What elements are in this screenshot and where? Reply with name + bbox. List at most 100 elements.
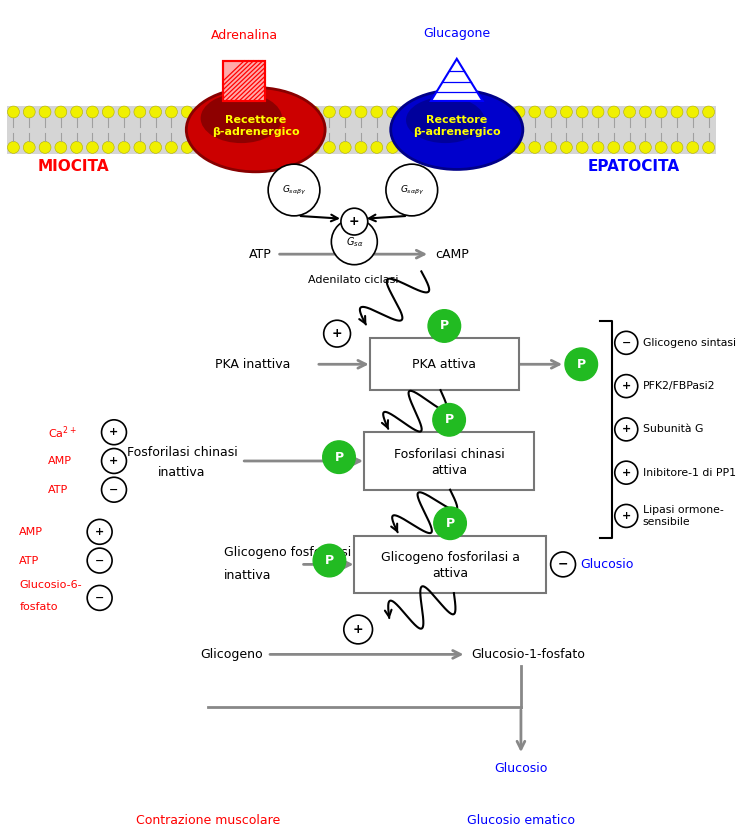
Circle shape xyxy=(671,142,683,153)
Circle shape xyxy=(134,142,146,153)
Circle shape xyxy=(71,142,83,153)
Text: +: + xyxy=(332,327,342,340)
Circle shape xyxy=(118,142,130,153)
Circle shape xyxy=(428,310,460,342)
Circle shape xyxy=(615,418,638,441)
Circle shape xyxy=(513,106,525,118)
Circle shape xyxy=(355,106,367,118)
Circle shape xyxy=(23,106,35,118)
Text: Glucosio ematico: Glucosio ematico xyxy=(467,814,575,824)
Circle shape xyxy=(149,142,161,153)
Text: −: − xyxy=(95,593,104,603)
Circle shape xyxy=(608,142,620,153)
FancyBboxPatch shape xyxy=(354,536,546,593)
Text: attiva: attiva xyxy=(432,568,468,580)
Circle shape xyxy=(592,106,604,118)
Circle shape xyxy=(466,142,478,153)
Circle shape xyxy=(355,142,367,153)
Text: Glucosio-6-: Glucosio-6- xyxy=(20,580,82,591)
Text: P: P xyxy=(334,451,343,464)
Ellipse shape xyxy=(186,87,325,172)
Text: Fosforilasi chinasi: Fosforilasi chinasi xyxy=(394,447,505,461)
Text: Lipasi ormone-
sensibile: Lipasi ormone- sensibile xyxy=(643,505,723,527)
Circle shape xyxy=(565,348,598,381)
Circle shape xyxy=(615,331,638,354)
Circle shape xyxy=(323,441,355,474)
Circle shape xyxy=(102,106,114,118)
FancyBboxPatch shape xyxy=(369,339,519,390)
Circle shape xyxy=(23,142,35,153)
Circle shape xyxy=(39,106,51,118)
Circle shape xyxy=(229,106,240,118)
Circle shape xyxy=(313,545,345,577)
Circle shape xyxy=(403,142,415,153)
Circle shape xyxy=(8,142,20,153)
Circle shape xyxy=(687,106,698,118)
Circle shape xyxy=(101,477,126,502)
Circle shape xyxy=(39,142,51,153)
Circle shape xyxy=(434,106,446,118)
Text: P: P xyxy=(440,320,449,332)
Text: +: + xyxy=(622,511,631,521)
Ellipse shape xyxy=(391,90,523,170)
Text: P: P xyxy=(325,554,334,567)
Circle shape xyxy=(623,106,635,118)
FancyBboxPatch shape xyxy=(223,61,265,101)
Circle shape xyxy=(101,419,126,445)
Circle shape xyxy=(497,106,509,118)
Text: P: P xyxy=(445,414,454,426)
Circle shape xyxy=(450,142,462,153)
Circle shape xyxy=(434,142,446,153)
Text: fosfato: fosfato xyxy=(20,602,58,611)
Text: +: + xyxy=(95,527,104,537)
Circle shape xyxy=(497,142,509,153)
FancyBboxPatch shape xyxy=(7,105,716,153)
Text: −: − xyxy=(622,338,631,348)
Text: Adrenalina: Adrenalina xyxy=(210,29,278,41)
Circle shape xyxy=(418,142,430,153)
Circle shape xyxy=(608,106,620,118)
Circle shape xyxy=(550,552,575,577)
FancyBboxPatch shape xyxy=(364,433,534,489)
Circle shape xyxy=(418,106,430,118)
Circle shape xyxy=(560,106,572,118)
Circle shape xyxy=(481,142,493,153)
Circle shape xyxy=(87,586,112,611)
Text: $G_{s\alpha\beta\gamma}$: $G_{s\alpha\beta\gamma}$ xyxy=(400,184,424,197)
Text: PKA inattiva: PKA inattiva xyxy=(215,358,290,371)
Text: PKA attiva: PKA attiva xyxy=(412,358,476,371)
Circle shape xyxy=(213,142,225,153)
Circle shape xyxy=(403,106,415,118)
Polygon shape xyxy=(431,59,483,101)
Text: ATP: ATP xyxy=(249,248,272,260)
Circle shape xyxy=(229,142,240,153)
Circle shape xyxy=(656,142,667,153)
Text: Subunità G: Subunità G xyxy=(643,424,703,434)
Circle shape xyxy=(529,142,541,153)
Text: $\mathregular{Ca^{2+}}$: $\mathregular{Ca^{2+}}$ xyxy=(48,424,77,441)
Circle shape xyxy=(324,321,351,347)
Text: Contrazione muscolare: Contrazione muscolare xyxy=(136,814,280,824)
Circle shape xyxy=(197,106,209,118)
Circle shape xyxy=(101,448,126,474)
Circle shape xyxy=(703,142,714,153)
Circle shape xyxy=(87,519,112,545)
Text: PFK2/FBPasi2: PFK2/FBPasi2 xyxy=(643,382,715,391)
Text: Glicogeno sintasi: Glicogeno sintasi xyxy=(643,338,735,348)
Circle shape xyxy=(276,142,288,153)
Circle shape xyxy=(102,142,114,153)
Circle shape xyxy=(261,106,272,118)
Circle shape xyxy=(703,106,714,118)
Circle shape xyxy=(544,106,556,118)
Text: Glicogeno: Glicogeno xyxy=(200,648,262,661)
Circle shape xyxy=(656,106,667,118)
Text: +: + xyxy=(353,623,363,636)
Text: AMP: AMP xyxy=(48,456,72,466)
Text: $G_{s\alpha}$: $G_{s\alpha}$ xyxy=(345,235,363,249)
Text: Glucagone: Glucagone xyxy=(424,26,490,40)
Text: ATP: ATP xyxy=(48,485,68,494)
Circle shape xyxy=(339,142,351,153)
Circle shape xyxy=(308,142,320,153)
Circle shape xyxy=(466,106,478,118)
Circle shape xyxy=(86,106,98,118)
